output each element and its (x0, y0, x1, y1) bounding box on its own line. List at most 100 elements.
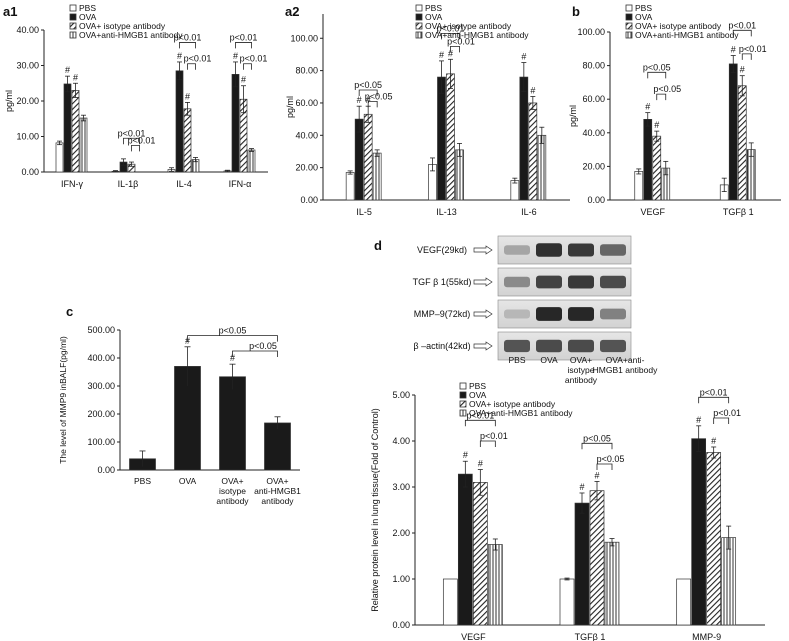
blot-band (536, 243, 562, 257)
bar (442, 578, 458, 626)
y-tick-label: 100.00 (290, 33, 318, 43)
p-bracket (581, 442, 613, 450)
y-axis-label: The level of MMP9 inBALF(pg/ml) (58, 336, 68, 464)
y-tick-label: 3.00 (392, 482, 410, 492)
legend-swatch (415, 31, 423, 39)
bar (55, 142, 64, 173)
y-tick-label: 20.00 (295, 163, 318, 173)
blot-band (504, 309, 530, 319)
y-tick-label: 40.00 (16, 25, 39, 35)
y-tick-label: 1.00 (392, 574, 410, 584)
legend-label: OVA (79, 12, 97, 22)
legend-label: OVA+ isotype antibody (425, 21, 512, 31)
blot-band (504, 245, 530, 255)
significance-hash: # (521, 52, 526, 62)
legend-label: PBS (635, 3, 652, 13)
blot-band (600, 275, 626, 289)
bar (345, 172, 355, 201)
bar (472, 482, 488, 626)
significance-hash: # (478, 459, 483, 469)
blot-band (600, 339, 626, 353)
y-axis-label: pg/ml (285, 96, 295, 118)
blot-row-label: VEGF(29kd) (417, 245, 467, 255)
p-value-label: p<0.01 (118, 128, 146, 138)
p-value-label: p<0.01 (739, 44, 767, 54)
p-value-label: p<0.05 (365, 91, 393, 101)
p-value-label: p<0.01 (480, 431, 508, 441)
bar (510, 180, 520, 201)
y-tick-label: 200.00 (87, 409, 115, 419)
bar (643, 119, 653, 201)
y-tick-label: 2.00 (392, 528, 410, 538)
p-bracket (647, 71, 667, 79)
bar (652, 135, 662, 201)
p-value-label: p<0.05 (597, 454, 625, 464)
bar (528, 102, 538, 201)
bar (691, 438, 707, 626)
p-value-label: p<0.05 (354, 80, 382, 90)
bar (219, 376, 246, 471)
x-tick-label: MMP-9 (692, 632, 721, 641)
p-value-label: p<0.01 (174, 32, 202, 42)
x-tick-label: IL-6 (521, 207, 537, 217)
significance-hash: # (241, 75, 246, 85)
p-bracket (123, 137, 140, 145)
significance-hash: # (696, 415, 701, 425)
bar (737, 85, 747, 201)
p-bracket (441, 33, 460, 40)
legend-label: OVA (425, 12, 443, 22)
legend-swatch (69, 31, 77, 39)
y-tick-label: 60.00 (295, 98, 318, 108)
y-tick-label: 0.00 (587, 195, 605, 205)
bar (175, 70, 184, 173)
significance-hash: # (711, 436, 716, 446)
x-tick-label: VEGF (461, 632, 486, 641)
p-bracket (732, 29, 752, 37)
significance-hash: # (185, 91, 190, 101)
x-tick-label: antibody (261, 496, 294, 506)
bar (437, 76, 446, 201)
p-value-label: p<0.05 (653, 84, 681, 94)
chart-a2: 0.00 20.00 40.00 60.00 80.00 100.00 pg/ml IL-5 I… (285, 3, 570, 217)
chart-c: 0.00 100.00 200.00 300.00 400.00 500.00 The le… (58, 304, 301, 506)
y-tick-label: 0.00 (300, 195, 318, 205)
x-tick-label: OVA+ (221, 476, 243, 486)
x-tick-label: TGFβ 1 (723, 207, 754, 217)
y-tick-label: 0.00 (21, 167, 39, 177)
panel-label: b (572, 4, 580, 19)
blot-lane-label: isotype (568, 365, 595, 375)
bar (519, 76, 529, 201)
bar (604, 541, 620, 626)
blot-row-label: MMP–9(72kd) (414, 309, 471, 319)
y-tick-label: 40.00 (582, 128, 605, 138)
blot-band (504, 276, 530, 288)
blot-band (536, 339, 562, 353)
blot-lane-label: HMGB1 antibody (593, 365, 658, 375)
p-value-label: p<0.05 (643, 62, 671, 72)
legend-label: OVA+ isotype antibody (79, 21, 166, 31)
p-value-label: p<0.01 (184, 54, 212, 64)
significance-hash: # (594, 470, 599, 480)
p-value-label: p<0.01 (713, 408, 741, 418)
legend-label: PBS (425, 3, 442, 13)
bar (728, 63, 738, 201)
p-bracket (367, 100, 378, 108)
blot-lane-label: OVA+ (570, 355, 592, 365)
blot-band (536, 307, 562, 321)
bar (264, 422, 291, 471)
legend-swatch (625, 22, 633, 30)
x-tick-label: TGFβ 1 (575, 632, 606, 641)
y-tick-label: 40.00 (295, 130, 318, 140)
western-blot: VEGF(29kd) TGF β 1(55kd) MMP–9(72kd) β –act… (413, 235, 658, 385)
p-value-label: p<0.01 (700, 387, 728, 397)
legend-label: OVA (635, 12, 653, 22)
significance-hash: # (530, 85, 535, 95)
blot-band (568, 275, 594, 289)
panel-label: a2 (285, 4, 299, 19)
significance-hash: # (463, 450, 468, 460)
p-value-label: p<0.01 (240, 54, 268, 64)
legend-label: OVA+anti-HMGB1 antibody (425, 30, 529, 40)
p-value-label: p<0.05 (249, 341, 277, 351)
legend-swatch (625, 4, 633, 12)
p-value-label: p<0.01 (230, 32, 258, 42)
